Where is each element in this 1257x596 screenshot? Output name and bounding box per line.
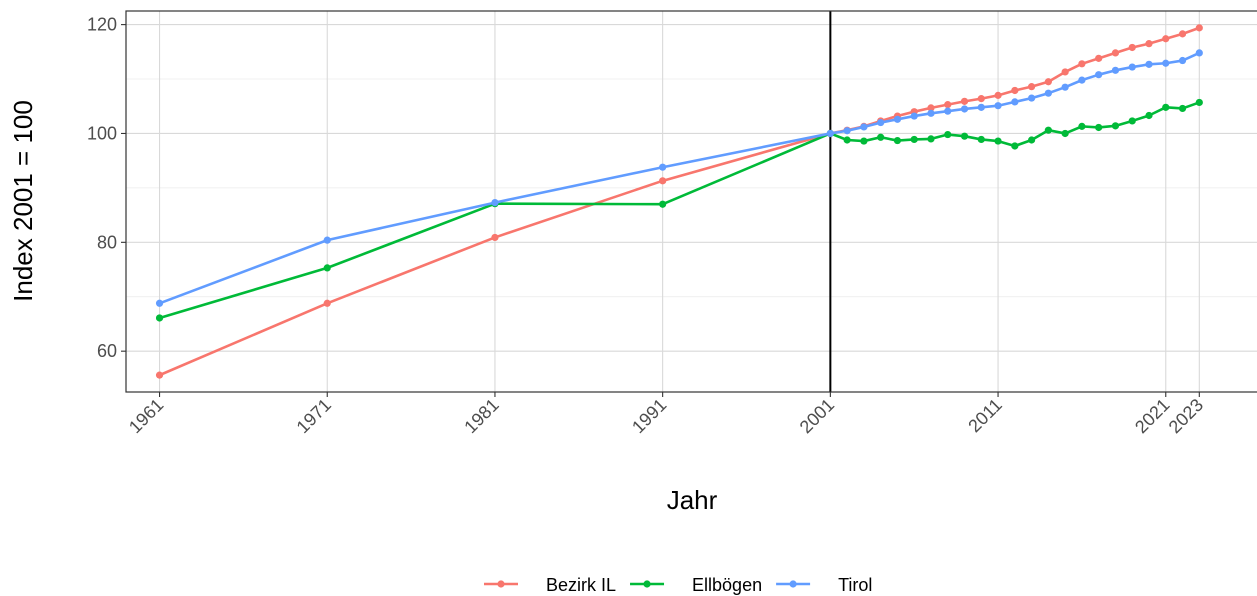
data-point: [155, 371, 164, 379]
data-point: [843, 136, 851, 144]
data-point: [994, 137, 1002, 145]
data-point: [1028, 83, 1036, 91]
data-point: [1145, 60, 1153, 68]
data-point: [1011, 98, 1019, 106]
data-point: [1095, 123, 1103, 132]
data-point: [1178, 56, 1187, 65]
data-point: [1145, 111, 1153, 120]
data-point: [491, 198, 499, 207]
data-point: [155, 299, 164, 307]
y-axis-title: Index 2001 = 100: [8, 100, 38, 302]
data-point: [994, 102, 1002, 110]
data-point: [826, 129, 834, 138]
data-point: [1095, 54, 1103, 62]
legend-key-point: [789, 580, 797, 588]
data-point: [323, 264, 331, 272]
data-point: [1111, 122, 1120, 130]
data-point: [1195, 24, 1203, 32]
data-point: [860, 137, 868, 145]
x-tick-label: 1971: [293, 395, 335, 437]
data-point: [1061, 68, 1069, 76]
data-point: [491, 233, 499, 242]
y-tick-label: 120: [87, 15, 117, 35]
data-point: [1044, 78, 1052, 86]
data-point: [1178, 30, 1187, 38]
data-point: [910, 135, 918, 144]
data-point: [1011, 142, 1019, 150]
data-point: [1011, 86, 1019, 95]
data-point: [944, 130, 952, 139]
data-point: [1178, 104, 1187, 113]
data-point: [960, 105, 969, 113]
legend-label: Ellbögen: [692, 575, 762, 595]
data-point: [960, 132, 969, 140]
data-point: [893, 115, 902, 123]
legend-key-point: [497, 580, 505, 588]
data-point: [1061, 129, 1069, 138]
data-point: [960, 97, 969, 105]
data-point: [994, 91, 1002, 99]
legend-key-point: [643, 580, 651, 588]
x-tick-label: 1991: [628, 395, 670, 437]
data-point: [1128, 43, 1136, 52]
x-tick-label: 1981: [460, 395, 502, 437]
data-point: [155, 314, 164, 322]
x-tick-label: 1961: [125, 395, 167, 437]
data-point: [1078, 76, 1086, 84]
data-point: [977, 103, 985, 111]
data-point: [1044, 126, 1052, 134]
data-point: [659, 163, 667, 171]
data-point: [910, 112, 918, 120]
plot-background: [126, 11, 1257, 392]
data-point: [1128, 117, 1136, 125]
data-point: [1111, 66, 1120, 74]
data-point: [659, 177, 667, 185]
data-point: [659, 200, 667, 208]
data-point: [860, 123, 868, 131]
data-point: [1095, 71, 1103, 79]
data-point: [323, 236, 331, 244]
y-tick-label: 60: [97, 341, 117, 361]
x-axis-title: Jahr: [667, 485, 718, 515]
x-tick-label: 2021: [1131, 395, 1173, 437]
data-point: [1162, 103, 1170, 111]
data-point: [1028, 94, 1036, 102]
data-point: [944, 107, 952, 115]
legend: Bezirk IL Ellbögen Tirol: [484, 575, 872, 595]
y-tick-label: 100: [87, 123, 117, 143]
data-point: [927, 104, 935, 112]
data-point: [1162, 35, 1170, 43]
data-point: [893, 136, 902, 145]
data-point: [1111, 49, 1120, 57]
data-point: [977, 135, 985, 144]
y-tick-label: 80: [97, 232, 117, 252]
data-point: [927, 109, 935, 117]
data-point: [1195, 49, 1203, 57]
legend-label: Bezirk IL: [546, 575, 616, 595]
data-point: [1078, 60, 1086, 68]
data-point: [323, 299, 331, 307]
legend-label: Tirol: [838, 575, 872, 595]
x-tick-label: 2011: [964, 395, 1006, 437]
data-point: [1078, 122, 1086, 130]
data-point: [877, 118, 885, 127]
data-point: [1128, 63, 1136, 71]
data-point: [1044, 89, 1052, 97]
data-point: [1162, 59, 1170, 67]
data-point: [877, 133, 885, 141]
data-point: [1028, 136, 1036, 144]
data-point: [927, 135, 935, 143]
data-point: [1061, 83, 1069, 91]
plot-border: [125, 10, 1257, 393]
data-point: [843, 127, 851, 135]
x-tick-label: 2023: [1165, 395, 1207, 437]
data-point: [944, 101, 952, 109]
data-point: [1145, 40, 1153, 48]
data-point: [977, 95, 985, 103]
data-point: [1195, 98, 1203, 107]
x-tick-label: 2001: [796, 395, 838, 437]
series-group: [155, 11, 1203, 392]
